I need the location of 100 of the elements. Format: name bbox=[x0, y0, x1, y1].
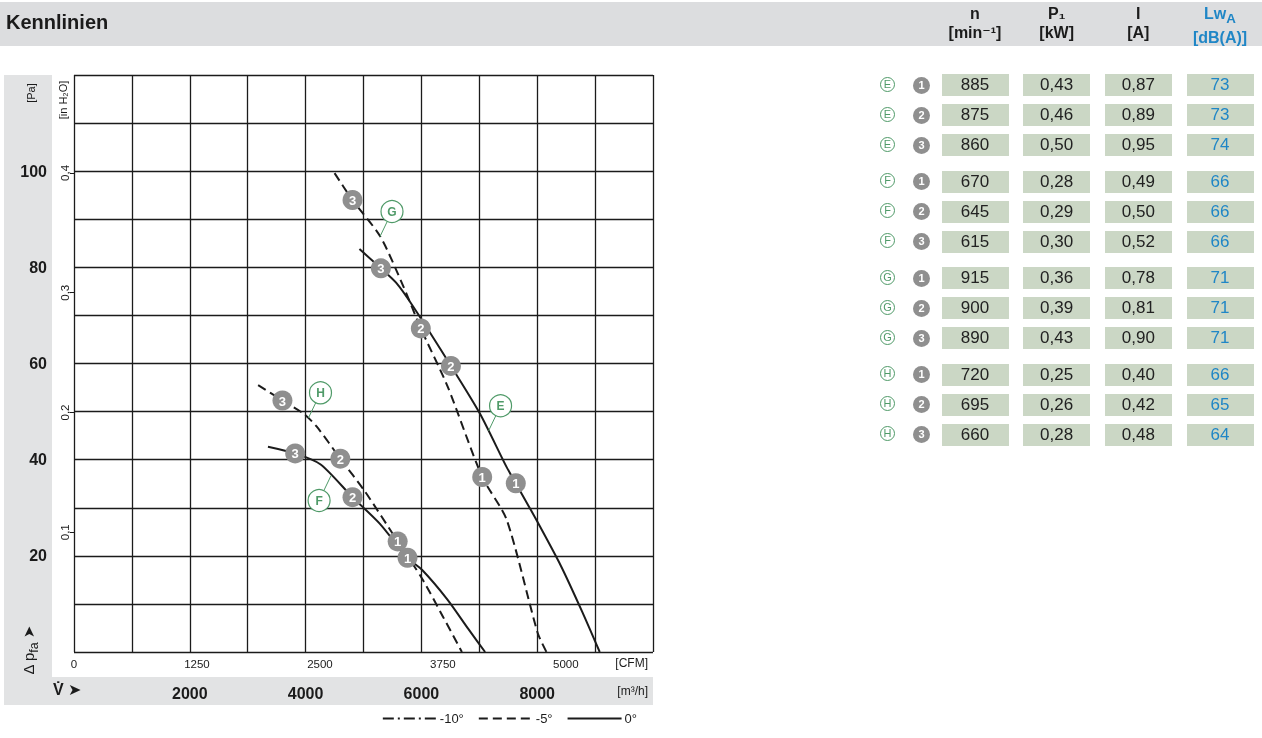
data-label: 0,36 bbox=[1023, 267, 1091, 289]
y2-tick-label: 2 bbox=[913, 106, 930, 124]
y2-tick-label: 2 bbox=[913, 299, 930, 317]
y-tick-label: H bbox=[880, 366, 895, 381]
y2-tick-label: 1 bbox=[913, 269, 930, 287]
legend-label: 0° bbox=[624, 711, 638, 726]
data-label: 615 bbox=[941, 230, 1009, 253]
y-tick-label: 20 bbox=[29, 547, 48, 565]
x-tick-label: n [min⁻¹] bbox=[947, 4, 1003, 42]
y-tick-label: F bbox=[880, 173, 895, 188]
y2-tick-label: 1 bbox=[913, 366, 930, 383]
data-label: 0,28 bbox=[1023, 423, 1091, 446]
annotation: 2 bbox=[348, 490, 357, 506]
x-tick-label: P₁ [kW] bbox=[1038, 4, 1075, 42]
data-label: 71 bbox=[1186, 327, 1254, 349]
data-label: 73 bbox=[1186, 74, 1254, 96]
data-label: 695 bbox=[941, 393, 1009, 416]
x2-tick-label: 2500 bbox=[307, 658, 333, 670]
data-label: 0,28 bbox=[1023, 170, 1091, 193]
y2-axis-title: [in H₂O] bbox=[56, 80, 69, 120]
data-label: 65 bbox=[1186, 393, 1254, 416]
data-label: 0,30 bbox=[1023, 230, 1091, 253]
text: V̇ ➤ bbox=[53, 681, 82, 698]
data-label: 74 bbox=[1186, 134, 1254, 156]
x2-tick-label: 1250 bbox=[184, 658, 210, 670]
data-label: 71 bbox=[1186, 297, 1254, 319]
data-label: 0,81 bbox=[1104, 297, 1172, 319]
x-tick-label: 8000 bbox=[519, 684, 556, 702]
x-tick-label: 4000 bbox=[287, 684, 324, 702]
y-tick-label: E bbox=[880, 76, 895, 92]
annotation: 3 bbox=[278, 393, 287, 409]
data-label: 0,95 bbox=[1104, 134, 1172, 156]
x-axis-title: [m³/h] bbox=[617, 684, 648, 698]
y-tick-label: 40 bbox=[29, 451, 48, 469]
data-label: 0,42 bbox=[1104, 393, 1172, 416]
data-label: 0,46 bbox=[1023, 104, 1091, 126]
data-label: 0,39 bbox=[1023, 297, 1091, 319]
legend-label: -5° bbox=[535, 711, 553, 726]
y2-tick-label: 0,4 bbox=[59, 164, 71, 181]
y2-tick-label: 3 bbox=[913, 233, 930, 250]
data-label: 66 bbox=[1186, 170, 1254, 193]
annotation: 2 bbox=[447, 358, 455, 374]
y-tick-label: E bbox=[880, 136, 895, 152]
x2-tick-label: 0 bbox=[70, 658, 78, 670]
x2-tick-label: 3750 bbox=[430, 658, 456, 670]
y-tick-label: F bbox=[880, 203, 895, 218]
annotation: 1 bbox=[512, 476, 520, 492]
x-tick-label: 6000 bbox=[403, 684, 440, 702]
annotation: 1 bbox=[403, 550, 412, 566]
y2-tick-label: 1 bbox=[913, 173, 930, 190]
y-tick-label: E bbox=[880, 106, 895, 122]
data-label: 66 bbox=[1186, 363, 1254, 386]
y-tick-label: 100 bbox=[20, 162, 48, 180]
y2-tick-label: 2 bbox=[913, 396, 930, 413]
annotation: 3 bbox=[291, 446, 299, 462]
data-label: 66 bbox=[1186, 200, 1254, 223]
x2-tick-label: 5000 bbox=[553, 658, 579, 670]
annotation: 1 bbox=[478, 469, 486, 485]
data-label: 0,26 bbox=[1023, 393, 1091, 416]
y2-tick-label: 0,2 bbox=[59, 404, 71, 421]
data-label: 73 bbox=[1186, 104, 1254, 126]
data-label: 71 bbox=[1186, 267, 1254, 289]
data-label: 645 bbox=[941, 200, 1009, 223]
data-label: 670 bbox=[941, 170, 1009, 193]
y2-tick-label: 0,3 bbox=[59, 284, 71, 301]
y-tick-label: H bbox=[880, 396, 895, 411]
data-label: 0,90 bbox=[1104, 327, 1172, 349]
data-label: 0,40 bbox=[1104, 363, 1172, 386]
annotation: E bbox=[496, 399, 505, 414]
y-tick-label: G bbox=[880, 329, 895, 345]
annotation: 2 bbox=[336, 451, 344, 467]
data-label: 0,43 bbox=[1023, 74, 1091, 96]
data-label: 900 bbox=[941, 297, 1009, 319]
annotation: G bbox=[387, 205, 397, 220]
data-label: 0,50 bbox=[1023, 134, 1091, 156]
y2-tick-label: 3 bbox=[913, 329, 930, 347]
data-label: 875 bbox=[941, 104, 1009, 126]
data-label: 0,52 bbox=[1104, 230, 1172, 253]
annotation: F bbox=[315, 494, 323, 509]
data-label: 66 bbox=[1186, 230, 1254, 253]
y2-tick-label: 3 bbox=[913, 136, 930, 154]
x-tick-label: I [A] bbox=[1126, 4, 1151, 42]
y-axis-title: [Pa] bbox=[24, 83, 37, 103]
data-label: 720 bbox=[941, 363, 1009, 386]
data-label: 64 bbox=[1186, 423, 1254, 446]
x-tick-label: 2000 bbox=[172, 684, 208, 702]
x-tick-label: Lw$_{A}$ [dB(A)] bbox=[1191, 4, 1249, 48]
chart-title: Kennlinien bbox=[6, 11, 109, 33]
annotation: 1 bbox=[394, 534, 402, 550]
y-tick-label: H bbox=[880, 426, 895, 441]
y-tick-label: G bbox=[880, 269, 895, 285]
y2-tick-label: 3 bbox=[913, 426, 930, 443]
x2-axis-title: [CFM] bbox=[615, 656, 648, 670]
data-label: 0,89 bbox=[1104, 104, 1172, 126]
data-label: 0,78 bbox=[1104, 267, 1172, 289]
y2-tick-label: 2 bbox=[913, 203, 930, 220]
data-label: 860 bbox=[941, 134, 1009, 156]
y2-tick-label: 0,1 bbox=[59, 524, 71, 541]
data-label: 0,49 bbox=[1104, 170, 1172, 193]
annotation: 3 bbox=[377, 261, 385, 277]
